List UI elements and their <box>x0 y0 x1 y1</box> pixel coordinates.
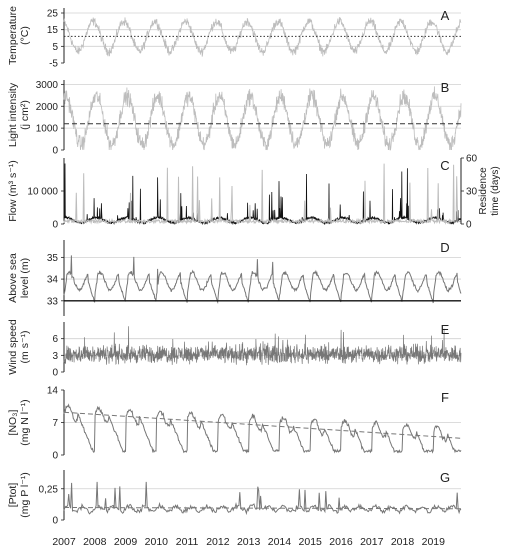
series-line-right <box>63 163 462 225</box>
panel-letter: D <box>440 240 449 255</box>
y-tick-label: 25 <box>47 9 59 20</box>
x-tick-label: 2016 <box>329 536 353 548</box>
y-axis-label-line: (j cm²) <box>19 100 31 130</box>
y-tick-label-right: 60 <box>466 154 478 165</box>
panel-e: 6 3 0 Wind speed(m s⁻¹) E <box>7 319 462 379</box>
x-tick-label: 2017 <box>360 536 384 548</box>
y-axis-label-line: [NO₃] <box>7 409 19 435</box>
y-axis-label-line: Flow (m³ s⁻¹) <box>7 160 19 222</box>
y-tick-label: 3 <box>52 351 58 362</box>
y-axis-label-line: level (m) <box>19 258 31 298</box>
y-axis-label-line: (mg N l⁻¹) <box>19 399 31 445</box>
panel-g: 0,25 0 [Ptot](mg P l⁻¹) G <box>7 470 462 527</box>
panel-d: 35 34 33 Above sealevel (m) D <box>7 240 462 316</box>
y-axis-label: [NO₃](mg N l⁻¹) <box>7 399 31 445</box>
y-tick-label: 34 <box>47 275 59 286</box>
y-tick-label-right: 30 <box>466 187 478 198</box>
y-axis-label: Light intensity(j cm²) <box>7 82 31 147</box>
x-tick-label: 2010 <box>145 536 169 548</box>
x-tick-label: 2014 <box>268 536 292 548</box>
y-axis-label-line: [Ptot] <box>7 483 19 508</box>
y-tick-label: 0 <box>52 146 58 157</box>
y-axis-label-line: (°C) <box>19 26 31 45</box>
x-tick-label: 2009 <box>114 536 138 548</box>
panel-f: 14 7 0 [NO₃](mg N l⁻¹) F <box>7 386 462 462</box>
series-line <box>63 326 462 366</box>
y-axis-label-right-line: time (days) <box>490 166 501 215</box>
series-line <box>63 86 462 151</box>
y-axis-label: Temperature(°C) <box>7 6 31 65</box>
x-tick-label: 2015 <box>299 536 323 548</box>
x-tick-label: 2018 <box>391 536 415 548</box>
y-axis-label-line: (m s⁻¹) <box>19 331 31 364</box>
panel-letter: F <box>441 390 449 405</box>
series-line <box>63 255 462 305</box>
y-axis-label-line: Above sea <box>7 253 19 303</box>
y-tick-label: 6 <box>52 334 58 345</box>
x-tick-label: 2012 <box>206 536 230 548</box>
y-tick-label: 7 <box>52 418 58 429</box>
y-tick-label: 3000 <box>36 80 59 91</box>
x-tick-label: 2019 <box>422 536 446 548</box>
x-tick-label: 2007 <box>52 536 76 548</box>
y-tick-label: 33 <box>47 296 59 307</box>
y-axis-label: Flow (m³ s⁻¹) <box>7 160 19 222</box>
series-line <box>63 403 462 454</box>
panel-letter: E <box>441 322 450 337</box>
panel-c: 10 000 0 Flow (m³ s⁻¹) 60 30 0 Residencetime (… <box>7 154 501 231</box>
y-tick-label: 10 000 <box>27 187 58 198</box>
y-tick-label: 1000 <box>36 124 59 135</box>
x-axis: 2007 2008 2009 2010 2011 2012 2013 2014 2015 2016… <box>52 536 445 548</box>
y-tick-label: 2000 <box>36 102 59 113</box>
y-tick-label: 0 <box>52 451 58 462</box>
y-tick-label: 0,25 <box>39 484 59 495</box>
trend-line <box>63 411 462 439</box>
y-tick-label: 0 <box>52 368 58 379</box>
panel-letter: B <box>441 80 450 95</box>
y-axis-label-line: (mg P l⁻¹) <box>19 472 31 518</box>
panel-letter: G <box>440 470 450 485</box>
y-axis-label-line: Light intensity <box>7 82 19 147</box>
y-tick-label: 14 <box>47 386 59 397</box>
x-tick-label: 2011 <box>176 536 199 548</box>
panel-b: 3000 2000 1000 0 Light intensity(j cm²) B <box>7 80 462 157</box>
x-tick-label: 2013 <box>237 536 261 548</box>
panel-a: 25 15 5 -5 Temperature(°C) A <box>7 6 462 70</box>
y-tick-label: 0 <box>52 516 58 527</box>
y-tick-label: -5 <box>49 59 58 70</box>
series-line <box>63 17 462 57</box>
y-axis-label: Wind speed(m s⁻¹) <box>7 319 31 375</box>
y-axis-label-right: Residencetime (days) <box>478 166 501 215</box>
y-axis-label: [Ptot](mg P l⁻¹) <box>7 472 31 518</box>
y-axis-label-right-line: Residence <box>478 167 489 215</box>
y-tick-label: 0 <box>52 220 58 231</box>
trend-line <box>63 507 462 510</box>
y-axis-label: Above sealevel (m) <box>7 253 31 303</box>
panel-letter: C <box>440 158 449 173</box>
panels: 25155-5Temperature(°C)A3000200010000Ligh… <box>7 6 501 527</box>
panel-letter: A <box>441 8 450 23</box>
y-axis-label-line: Wind speed <box>7 319 19 375</box>
y-tick-label: 15 <box>47 25 59 36</box>
x-tick-label: 2008 <box>83 536 107 548</box>
y-tick-label-right: 0 <box>466 220 472 231</box>
y-tick-label: 5 <box>52 42 58 53</box>
y-tick-label: 35 <box>47 253 59 264</box>
y-axis-label-line: Temperature <box>7 6 19 65</box>
